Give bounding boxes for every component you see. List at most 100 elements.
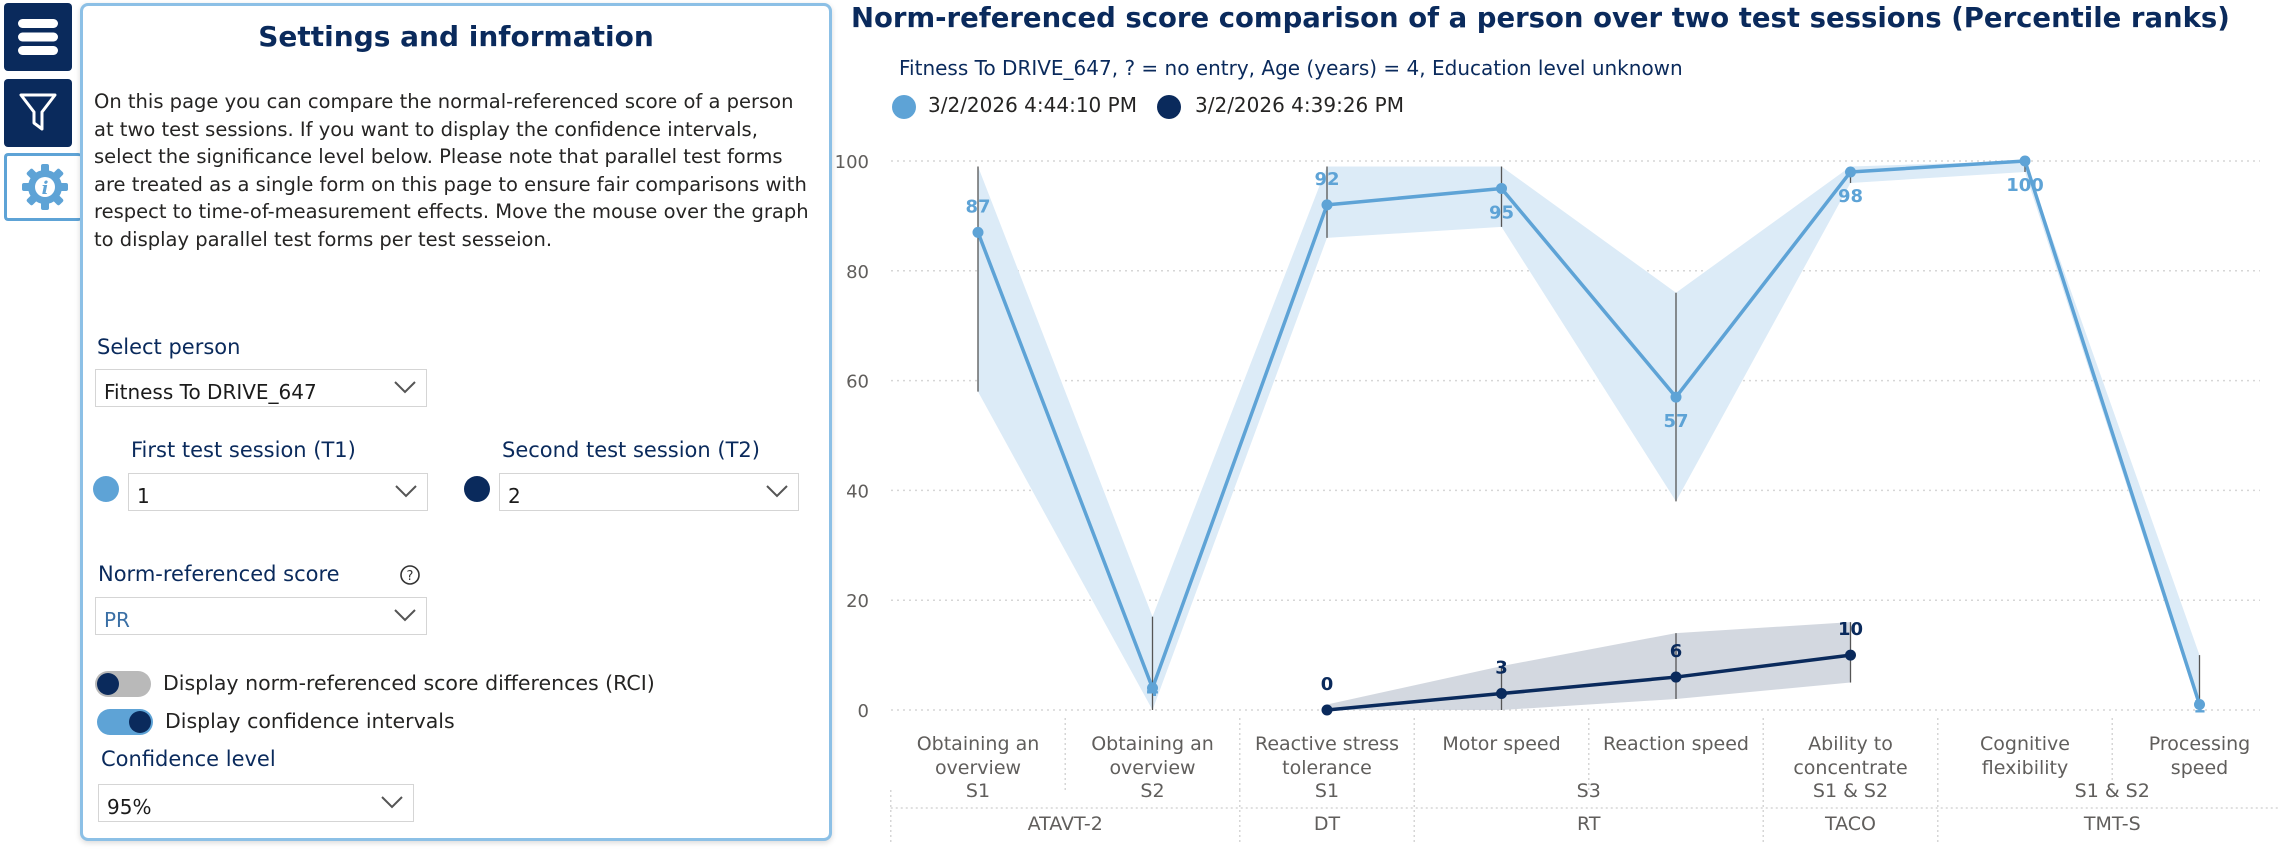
settings-info-icon: i xyxy=(21,164,68,210)
x-subtest-label: S2 xyxy=(1140,780,1164,802)
data-point xyxy=(1321,199,1333,211)
data-point xyxy=(1147,682,1158,694)
chevron-down-icon xyxy=(766,485,788,498)
data-point xyxy=(972,226,984,238)
t2-color-dot xyxy=(464,476,490,502)
legend-marker-t2 xyxy=(1157,95,1181,119)
data-point xyxy=(1321,704,1333,716)
data-label: 92 xyxy=(1314,169,1339,190)
data-point xyxy=(1496,182,1507,194)
data-label: 1 xyxy=(2193,697,2206,718)
rci-toggle-label: Display norm-referenced score difference… xyxy=(163,671,655,695)
ci-band-series-2 xyxy=(1327,622,1851,710)
chevron-down-icon xyxy=(395,485,417,498)
data-label: 57 xyxy=(1663,411,1688,432)
data-point xyxy=(1845,166,1856,178)
data-label: 10 xyxy=(1838,619,1863,640)
data-point xyxy=(1496,688,1507,700)
legend-label-t1: 3/2/2026 4:44:10 PM xyxy=(928,93,1137,117)
chart-title: Norm-referenced score comparison of a pe… xyxy=(851,2,2230,34)
confidence-level-dropdown[interactable]: 95% xyxy=(98,784,414,822)
x-subtest-label: S3 xyxy=(1577,780,1601,802)
x-subtest-label: S1 & S2 xyxy=(2075,780,2150,802)
y-tick-label: 100 xyxy=(835,152,869,173)
y-tick-label: 0 xyxy=(858,701,869,722)
panel-title: Settings and information xyxy=(258,20,654,53)
x-category-label: Obtaining an xyxy=(1091,733,1214,755)
y-tick-label: 80 xyxy=(846,262,869,283)
ci-toggle-label: Display confidence intervals xyxy=(165,709,455,733)
ci-toggle[interactable] xyxy=(97,709,153,735)
second-session-value: 2 xyxy=(508,484,521,508)
legend-marker-t1 xyxy=(892,95,916,119)
legend-label-t2: 3/2/2026 4:39:26 PM xyxy=(1195,93,1404,117)
data-point xyxy=(2194,699,2205,711)
toggle-knob xyxy=(97,673,119,695)
chart-subtitle: Fitness To DRIVE_647, ? = no entry, Age … xyxy=(899,56,1683,80)
svg-text:?: ? xyxy=(407,569,414,584)
confidence-level-label: Confidence level xyxy=(101,747,276,771)
y-tick-label: 60 xyxy=(846,372,869,393)
x-category-label: overview xyxy=(935,757,1021,779)
help-icon[interactable]: ? xyxy=(399,564,421,586)
select-person-label: Select person xyxy=(97,335,241,359)
x-test-label: DT xyxy=(1314,813,1341,835)
menu-button[interactable] xyxy=(4,3,72,71)
data-label: 0 xyxy=(1321,674,1334,695)
chevron-down-icon xyxy=(394,609,416,622)
x-test-label: RT xyxy=(1577,813,1601,835)
first-session-value: 1 xyxy=(137,484,150,508)
first-session-dropdown[interactable]: 1 xyxy=(128,473,428,511)
data-label: 6 xyxy=(1670,641,1683,662)
x-category-label: concentrate xyxy=(1793,757,1907,779)
data-label: 87 xyxy=(965,196,990,217)
chevron-down-icon xyxy=(394,381,416,394)
x-category-label: Cognitive xyxy=(1980,733,2070,755)
settings-panel: Settings and information On this page yo… xyxy=(80,3,832,841)
confidence-level-value: 95% xyxy=(107,795,152,819)
data-point xyxy=(1845,649,1856,661)
x-test-label: TMT-S xyxy=(2083,813,2141,835)
menu-icon xyxy=(18,19,58,55)
x-subtest-label: S1 & S2 xyxy=(1813,780,1888,802)
chevron-down-icon xyxy=(381,796,403,809)
data-point xyxy=(1670,391,1682,403)
first-session-label: First test session (T1) xyxy=(131,438,356,462)
x-category-label: tolerance xyxy=(1282,757,1372,779)
toggle-knob xyxy=(129,711,151,733)
x-category-label: flexibility xyxy=(1982,757,2068,779)
data-point xyxy=(2019,155,2031,167)
filter-button[interactable] xyxy=(4,79,72,147)
norm-score-label: Norm-referenced score xyxy=(98,562,340,586)
norm-score-dropdown[interactable]: PR xyxy=(95,597,427,635)
ci-band-series-1 xyxy=(978,161,2200,710)
x-category-label: speed xyxy=(2171,757,2228,779)
settings-info-button[interactable]: i xyxy=(4,153,82,221)
norm-score-value: PR xyxy=(104,608,130,632)
y-tick-label: 40 xyxy=(846,481,869,502)
x-subtest-label: S1 xyxy=(1315,780,1339,802)
series-line-2 xyxy=(1326,653,1851,712)
x-category-label: overview xyxy=(1109,757,1195,779)
x-category-label: Ability to xyxy=(1808,733,1893,755)
x-test-label: ATAVT-2 xyxy=(1028,813,1103,835)
y-tick-label: 20 xyxy=(846,591,869,612)
data-label: 4 xyxy=(1146,680,1159,701)
second-session-label: Second test session (T2) xyxy=(502,438,760,462)
select-person-dropdown[interactable]: Fitness To DRIVE_647 xyxy=(95,369,427,407)
svg-text:i: i xyxy=(41,178,48,199)
panel-description: On this page you can compare the normal-… xyxy=(94,90,809,251)
x-category-label: Obtaining an xyxy=(917,733,1040,755)
data-label: 100 xyxy=(2006,175,2044,196)
data-label: 98 xyxy=(1838,186,1863,207)
x-category-label: Reaction speed xyxy=(1603,733,1749,755)
rci-toggle[interactable] xyxy=(95,671,151,697)
x-category-label: Reactive stress xyxy=(1255,733,1399,755)
filter-icon xyxy=(19,93,57,131)
series-line-1 xyxy=(976,159,2202,706)
x-category-label: Motor speed xyxy=(1442,733,1560,755)
t1-color-dot xyxy=(93,476,119,502)
data-label: 3 xyxy=(1495,658,1508,679)
second-session-dropdown[interactable]: 2 xyxy=(499,473,799,511)
